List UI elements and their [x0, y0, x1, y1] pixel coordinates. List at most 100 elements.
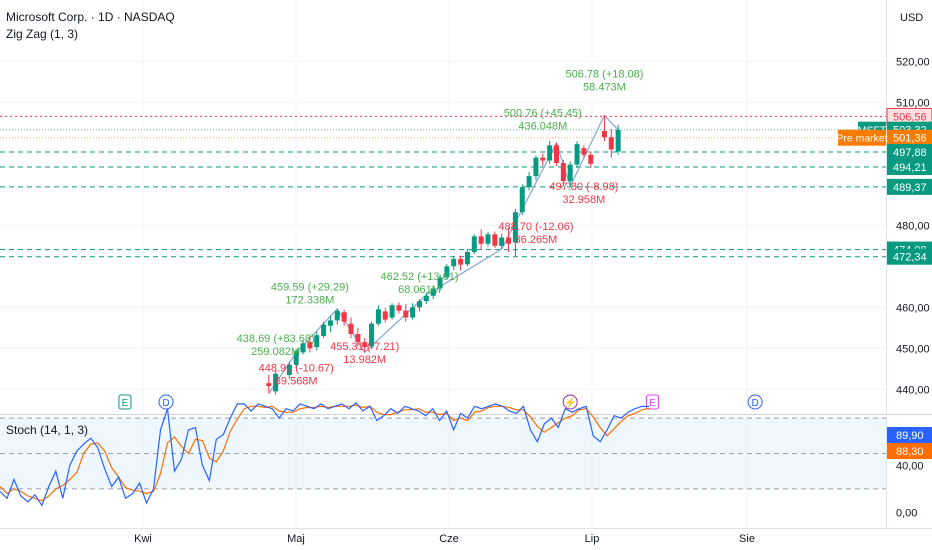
- event-markers[interactable]: E D ⚡ E D: [118, 394, 763, 410]
- candle: [389, 303, 395, 320]
- zigzag-label-change: 462.52 (+13.61): [381, 271, 459, 283]
- stoch-tag[interactable]: [887, 427, 932, 443]
- price-tag[interactable]: [887, 178, 932, 195]
- candle-body: [266, 383, 272, 387]
- zigzag-polyline: [268, 114, 619, 394]
- candle-body: [540, 157, 546, 161]
- stoch-label[interactable]: Stoch (14, 1, 3): [6, 423, 88, 437]
- indicator-label[interactable]: Zig Zag (1, 3): [6, 27, 78, 41]
- candle-body: [396, 305, 402, 311]
- candle: [526, 172, 532, 191]
- candle-body: [321, 324, 327, 336]
- candle: [464, 249, 470, 267]
- price-tick-label: 440,00: [896, 384, 930, 396]
- candle-body: [485, 234, 491, 244]
- candle-body: [286, 364, 292, 375]
- candle-body: [334, 310, 340, 321]
- candle-body: [417, 301, 422, 308]
- candle: [307, 336, 313, 353]
- candle-body: [519, 187, 525, 213]
- candle: [540, 153, 546, 166]
- price-tag-label: 506,56: [893, 111, 927, 123]
- earnings-icon-letter: E: [122, 398, 129, 409]
- candle: [327, 315, 333, 332]
- price-tick-label: 520,00: [896, 56, 930, 68]
- candle: [588, 151, 594, 168]
- candle: [334, 308, 340, 325]
- candle: [533, 155, 539, 181]
- price-tag[interactable]: [887, 129, 932, 146]
- candle-body: [499, 237, 505, 246]
- candle: [567, 161, 573, 187]
- price-tag-label: 501,36: [893, 133, 927, 145]
- dividend-icon[interactable]: [747, 394, 763, 410]
- candle-body: [567, 164, 573, 182]
- stoch-axis[interactable]: 40,00 0,00 89,90 88,30: [887, 427, 932, 520]
- candle-body: [574, 144, 580, 165]
- zigzag-line: [268, 114, 619, 394]
- candle: [273, 370, 279, 395]
- candle: [437, 274, 443, 291]
- chart-title[interactable]: Microsoft Corp. · 1D · NASDAQ: [6, 10, 175, 24]
- candle-body: [307, 342, 313, 349]
- zigzag-label-volume: 32.958M: [562, 194, 605, 206]
- candle: [512, 208, 518, 257]
- candle: [355, 327, 361, 347]
- candle: [410, 303, 416, 320]
- price-tag[interactable]: [887, 108, 932, 125]
- price-tag-label: 472,34: [893, 252, 927, 264]
- candle-body: [464, 251, 470, 265]
- candle: [478, 229, 484, 250]
- price-tag[interactable]: [887, 248, 932, 265]
- candle: [499, 233, 505, 250]
- zigzag-label-volume: 436.048M: [518, 121, 567, 133]
- candle-body: [382, 311, 388, 320]
- candle: [266, 374, 272, 394]
- candle: [314, 331, 320, 351]
- stoch-tag-label: 88,30: [896, 446, 924, 458]
- stochastic-pane: [0, 401, 886, 507]
- price-tag[interactable]: [887, 143, 932, 160]
- candle-body: [444, 266, 450, 278]
- price-tag[interactable]: [887, 159, 932, 176]
- candle-body: [478, 236, 484, 244]
- zigzag-label-volume: 69.568M: [275, 376, 318, 388]
- earnings-icon[interactable]: [645, 394, 659, 410]
- split-icon[interactable]: [562, 394, 578, 410]
- earnings-icon[interactable]: [118, 394, 132, 410]
- candle-body: [458, 258, 464, 265]
- candle: [375, 305, 381, 326]
- dividend-icon[interactable]: [158, 394, 174, 410]
- price-tick-label: 480,00: [896, 220, 930, 232]
- candle-body: [355, 333, 361, 343]
- candle: [348, 317, 354, 339]
- zigzag-label-change: 448.91 (-10.67): [259, 363, 334, 375]
- candle-body: [375, 309, 381, 324]
- candle: [492, 231, 498, 248]
- zigzag-label-volume: 259.082M: [251, 346, 300, 358]
- premarket-badge[interactable]: [838, 129, 886, 146]
- candle: [403, 304, 409, 322]
- candle: [451, 256, 457, 271]
- candle-body: [314, 335, 320, 348]
- candle-body: [554, 145, 559, 163]
- price-axis[interactable]: 520,00 510,00 480,00 460,00 450,00 440,00 506,…: [836, 56, 932, 396]
- currency-label[interactable]: USD: [900, 12, 923, 24]
- candle: [574, 141, 580, 168]
- stoch-tag[interactable]: [887, 443, 932, 459]
- candle: [423, 292, 429, 305]
- price-tag-label: 497,88: [893, 147, 927, 159]
- candle: [382, 308, 388, 323]
- candle: [581, 145, 587, 158]
- time-axis[interactable]: Kwi Maj Cze Lip Sie: [0, 528, 932, 546]
- candle: [506, 227, 512, 252]
- time-tick-label: Sie: [739, 533, 755, 545]
- candle-body: [300, 343, 306, 353]
- price-tag-label: 489,37: [893, 182, 927, 194]
- candle-body: [430, 288, 436, 296]
- candle: [430, 285, 436, 300]
- zigzag-label-volume: 58.473M: [583, 82, 626, 94]
- zigzag-label-change: 488.70 (-12.06): [498, 221, 573, 233]
- candle-body: [560, 162, 566, 182]
